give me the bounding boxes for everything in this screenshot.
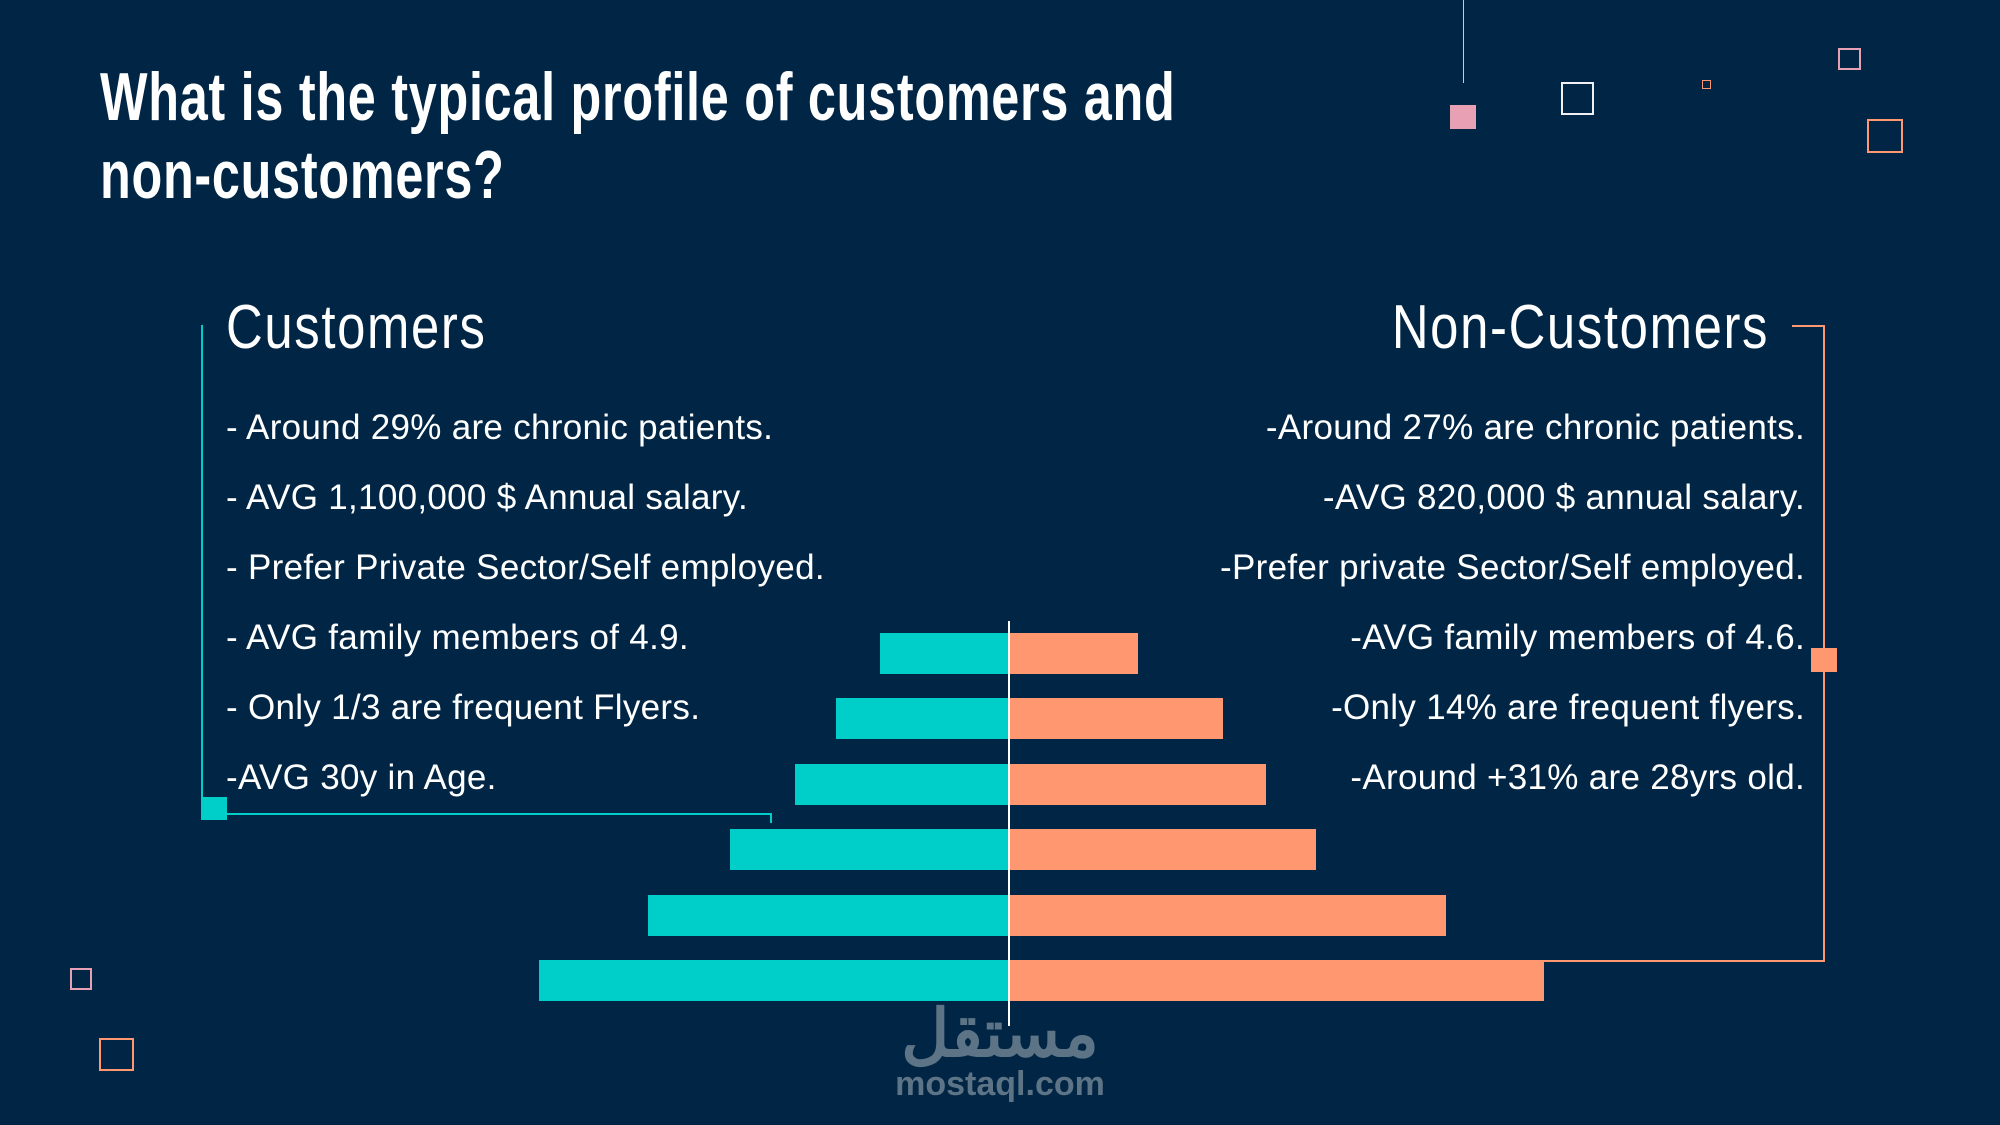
watermark-latin: mostaql.com — [895, 1065, 1105, 1103]
customers-item: - AVG 1,100,000 $ Annual salary. — [226, 478, 748, 517]
decor-salmon-outline-square — [1867, 119, 1903, 153]
customers-bar — [730, 829, 1009, 871]
noncustomers-item: -Prefer private Sector/Self employed. — [1220, 548, 1805, 587]
mostaql-watermark-logo: مستقل mostaql.com — [880, 1000, 1120, 1102]
decor-salmon-outline-square-bottom — [99, 1038, 134, 1071]
customers-bar — [794, 763, 1009, 805]
decor-vertical-line — [1463, 0, 1464, 83]
noncustomers-bar — [1009, 698, 1224, 740]
noncustomers-item: -AVG 820,000 $ annual salary. — [1322, 478, 1805, 517]
noncustomers-bar — [1009, 829, 1317, 871]
noncustomers-bar — [1009, 763, 1266, 805]
noncustomers-item: -AVG family members of 4.6. — [1350, 618, 1805, 657]
page-title: What is the typical profile of customers… — [100, 58, 1175, 214]
noncustomers-bar — [1009, 633, 1138, 674]
customers-item: - Prefer Private Sector/Self employed. — [226, 548, 825, 587]
chart-center-axis — [1008, 621, 1010, 1026]
decor-pink-outline-square — [1838, 48, 1861, 70]
decor-pink-square — [1450, 105, 1476, 129]
noncustomers-item: -Around +31% are 28yrs old. — [1350, 758, 1805, 797]
customers-bracket-square — [201, 797, 227, 820]
customers-bar — [647, 894, 1009, 936]
customers-bracket-tick — [770, 813, 772, 823]
customers-bar — [539, 960, 1009, 1001]
customers-bar — [836, 698, 1009, 740]
decor-white-outline-square — [1561, 82, 1594, 115]
customers-heading: Customers — [226, 293, 487, 362]
noncustomers-bracket-vertical — [1823, 325, 1825, 962]
noncustomers-bar — [1009, 894, 1447, 936]
customers-bracket-vertical — [201, 325, 203, 810]
decor-small-orange-square — [1702, 80, 1711, 89]
customers-item: - AVG family members of 4.9. — [226, 618, 689, 657]
decor-pink-outline-square-bottom — [70, 968, 92, 990]
watermark-arabic: مستقل — [901, 996, 1099, 1070]
customers-bracket-horizontal — [215, 813, 771, 815]
customers-bar — [880, 633, 1009, 674]
noncustomers-item: -Only 14% are frequent flyers. — [1331, 688, 1805, 727]
noncustomers-bracket-bottom — [1543, 960, 1825, 962]
customers-item: -AVG 30y in Age. — [226, 758, 497, 797]
noncustomers-bar — [1009, 960, 1545, 1001]
noncustomers-heading: Non-Customers — [1391, 293, 1769, 362]
customers-item: - Around 29% are chronic patients. — [226, 408, 774, 447]
noncustomers-bracket-square — [1811, 648, 1837, 672]
noncustomers-bracket-top — [1792, 325, 1825, 327]
noncustomers-item: -Around 27% are chronic patients. — [1265, 408, 1805, 447]
title-line-1: What is the typical profile of customers… — [100, 59, 1176, 135]
customers-item: - Only 1/3 are frequent Flyers. — [226, 688, 701, 727]
title-line-2: non-customers? — [100, 137, 505, 213]
